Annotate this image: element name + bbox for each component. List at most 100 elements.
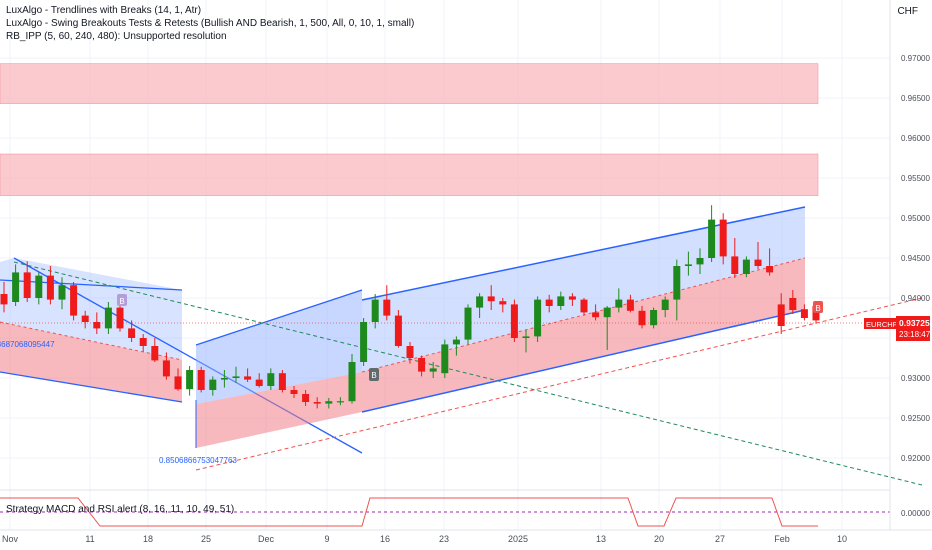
candle (139, 334, 147, 352)
candle-body (394, 315, 402, 346)
candle (244, 368, 252, 382)
candle (128, 320, 136, 342)
candle (104, 302, 112, 334)
candle-body (162, 360, 170, 377)
candle (800, 304, 808, 321)
time-axis[interactable]: Nov 11 18 25 Dec 9 16 23 2025 13 20 27 Feb 10 (0, 529, 932, 544)
date-tick: Feb (774, 534, 790, 544)
breakout-marker[interactable]: B (813, 301, 823, 313)
candle-body (220, 378, 228, 380)
candle-body (731, 256, 739, 274)
candle-body (12, 272, 20, 302)
indicator-legend-rb-ipp[interactable]: RB_IPP (5, 60, 240, 480): Unsupported re… (6, 31, 227, 43)
bottom-value-label: 0.8506866753047763 (159, 456, 237, 465)
candle (174, 368, 182, 391)
candle (452, 336, 460, 356)
candle (302, 390, 310, 406)
candle (766, 248, 774, 276)
price-tick: 0.92000 (901, 454, 930, 463)
date-tick: 27 (715, 534, 725, 544)
candle-body (128, 328, 136, 338)
candle-body (464, 307, 472, 340)
date-tick: 10 (837, 534, 847, 544)
lower-indicator-legend[interactable]: Strategy MACD and RSI alert (8, 16, 11, … (6, 504, 234, 515)
date-tick: 25 (201, 534, 211, 544)
last-price-value: 0.93725 (899, 318, 930, 328)
candle (650, 307, 658, 329)
candle-body (197, 370, 205, 390)
breakout-marker-label: B (119, 297, 124, 306)
candle (777, 293, 785, 334)
candle (220, 370, 228, 388)
candle-body (557, 296, 565, 306)
candle-body (487, 296, 495, 302)
candle-body (139, 338, 147, 346)
candle (35, 272, 43, 305)
breakout-marker-label: B (371, 371, 376, 380)
candle-body (789, 298, 797, 310)
candle (46, 266, 54, 305)
currency-label[interactable]: CHF (897, 6, 918, 17)
date-tick: 13 (596, 534, 606, 544)
price-tick: 0.94500 (901, 254, 930, 263)
candle (290, 386, 298, 398)
candle (336, 397, 344, 406)
indicator-legend-trendlines[interactable]: LuxAlgo - Trendlines with Breaks (14, 1,… (6, 5, 201, 17)
candle (464, 304, 472, 345)
candle (568, 293, 576, 306)
candle-body (650, 310, 658, 326)
candle (441, 339, 449, 378)
candle-body (777, 304, 785, 326)
candle (429, 362, 437, 378)
candle (603, 306, 611, 350)
candle-body (186, 370, 194, 390)
candle (151, 338, 159, 362)
breakout-marker[interactable]: B (369, 368, 379, 381)
date-tick: 2025 (508, 534, 528, 544)
date-tick: 11 (85, 534, 94, 544)
candle-body (626, 299, 634, 311)
candle (313, 397, 321, 409)
candle (406, 342, 414, 364)
candle (325, 398, 333, 409)
candle-body (151, 346, 159, 361)
candle (661, 296, 669, 318)
candle (534, 296, 542, 342)
candle-body (603, 307, 611, 318)
candle-body (325, 401, 333, 404)
candle (789, 290, 797, 314)
candle-body (35, 275, 43, 298)
candle (418, 355, 426, 377)
candle-body (290, 390, 298, 394)
indicator-label: RB_IPP (5, 60, 240, 480): Unsupported re… (6, 31, 227, 42)
candle (70, 282, 78, 321)
candle (23, 261, 31, 302)
candle-body (244, 376, 252, 380)
date-tick: Nov (2, 534, 19, 544)
candle-body (58, 285, 66, 300)
candle-body (348, 362, 356, 402)
candle-body (302, 394, 310, 402)
candle-body (812, 306, 820, 321)
lower-indicator-tick: 0.00000 (901, 509, 930, 518)
candle (116, 304, 124, 332)
date-tick: 20 (654, 534, 664, 544)
price-tick: 0.93000 (901, 374, 930, 383)
candle-body (441, 344, 449, 374)
red-trendline (195, 297, 923, 471)
candle-body (267, 373, 275, 386)
candle-body (673, 266, 681, 300)
price-tick: 0.96000 (901, 134, 930, 143)
candle-body (592, 312, 600, 318)
left-value-label: 0.8687068095447 (0, 340, 55, 349)
indicator-label: Strategy MACD and RSI alert (8, 16, 11, … (6, 504, 235, 515)
candle (93, 312, 101, 334)
candle-body (708, 219, 716, 258)
breakout-marker[interactable]: B (117, 294, 127, 306)
candle-body (476, 296, 484, 308)
lower-indicator-pane (0, 489, 890, 527)
candle-body (510, 304, 518, 338)
indicator-legend-swing-breakouts[interactable]: LuxAlgo - Swing Breakouts Tests & Retest… (6, 18, 414, 30)
price-tick: 0.95000 (901, 214, 930, 223)
